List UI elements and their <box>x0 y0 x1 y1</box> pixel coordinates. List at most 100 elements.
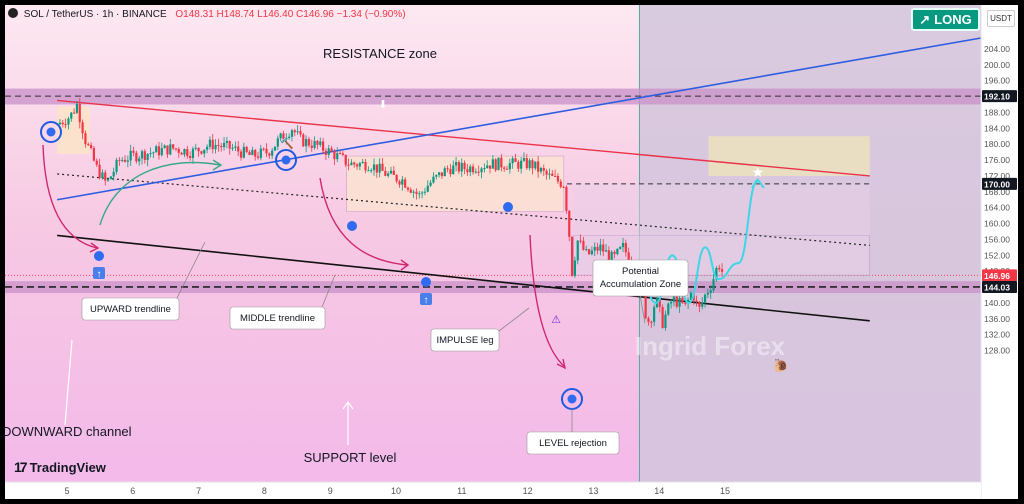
candle-body <box>321 141 325 151</box>
candle-body <box>364 161 367 171</box>
candle-body <box>330 148 333 152</box>
candle-body <box>421 192 424 194</box>
price-axis[interactable] <box>981 5 1018 499</box>
candle-body <box>152 152 155 154</box>
price-tick: 200.00 <box>984 60 1010 70</box>
long-button[interactable]: ↗ LONG <box>911 8 980 31</box>
swing-dot-4 <box>503 202 513 212</box>
pivot-circle-1 <box>40 121 62 143</box>
resistance-trendline <box>57 99 870 177</box>
candle-body <box>353 162 356 165</box>
price-label-146.96: 146.96 <box>984 271 1010 281</box>
time-tick: 13 <box>588 486 598 496</box>
candle-body <box>254 149 257 157</box>
support-level-label: SUPPORT level <box>304 450 397 465</box>
candle-body <box>239 151 243 158</box>
candle-body <box>661 307 664 328</box>
level-rejection-callout-box <box>526 431 620 455</box>
candle-body <box>720 269 724 272</box>
candle-body <box>565 187 568 211</box>
candle-body <box>423 191 427 193</box>
time-axis[interactable] <box>5 482 981 499</box>
candle-body <box>205 146 209 150</box>
candle-body <box>712 279 715 291</box>
price-tick: 188.00 <box>984 107 1010 117</box>
pivot-dot-2 <box>281 155 291 165</box>
candle-body <box>341 153 344 155</box>
arrowhead-drop-3 <box>556 358 567 370</box>
tradingview-logo[interactable]: 17 TradingView <box>14 459 106 475</box>
candle-body <box>500 157 503 168</box>
candle-body <box>684 302 687 304</box>
currency-label[interactable]: USDT <box>987 10 1015 27</box>
candle-body <box>163 145 166 149</box>
candle-body <box>703 294 707 303</box>
candle-body <box>457 162 461 172</box>
accumulation-callout-box <box>592 259 689 297</box>
candle-body <box>123 159 127 162</box>
candle-body <box>220 146 223 148</box>
candle-body <box>285 137 288 140</box>
candle-body <box>389 170 393 174</box>
candle-body <box>245 146 248 152</box>
candle-body <box>681 297 684 303</box>
candle-body <box>610 251 613 261</box>
long-button-label: LONG <box>934 12 972 27</box>
candle-body <box>582 240 585 250</box>
candle-body <box>440 172 444 177</box>
candle-body <box>621 242 625 247</box>
candle-body <box>180 152 183 155</box>
price-label-170.00: 170.00 <box>984 179 1010 189</box>
impulse-leg-callout-text: IMPULSE leg <box>436 335 493 346</box>
candle-body <box>435 175 438 177</box>
candle-body <box>87 144 90 146</box>
hammer-icon: 🔨 <box>280 137 294 150</box>
candle-body <box>534 161 537 169</box>
time-tick: 7 <box>196 486 201 496</box>
candle-body <box>73 112 76 114</box>
candle-body <box>361 161 364 164</box>
tradingview-icon: 17 <box>14 459 28 475</box>
buy-signal-2[interactable] <box>420 293 432 305</box>
arrow-up-right-icon: ↗ <box>919 11 931 27</box>
candle-body <box>231 147 234 149</box>
candle-body <box>217 144 220 147</box>
candle-body <box>256 156 260 158</box>
candle-body <box>81 122 84 134</box>
candle-body <box>497 157 500 171</box>
time-tick: 10 <box>391 486 401 496</box>
accumulation-callout-pointer <box>639 294 646 324</box>
candle-body <box>698 301 701 307</box>
candle-body <box>319 141 322 145</box>
candle-body <box>675 296 678 307</box>
candle-body <box>214 144 217 150</box>
chart-canvas[interactable]: ★ ↑ ↑ ⬇ 🔨 ⚠ 🐌Ingrid Forex UPWARD trendline MIDDL… <box>5 5 1018 499</box>
candle-body <box>384 170 387 176</box>
candle-body <box>562 186 565 188</box>
trading-chart[interactable]: ★ ↑ ↑ ⬇ 🔨 ⚠ 🐌 Ingrid Forex UPWARD trendline MIDDL… <box>5 5 1018 499</box>
target-star-icon: ★ <box>752 164 765 180</box>
symbol-title[interactable]: SOL / TetherUS · 1h · BINANCE <box>23 9 167 20</box>
candle-body <box>551 173 554 176</box>
candle-body <box>624 242 627 253</box>
price-tick: 164.00 <box>984 203 1010 213</box>
candle-body <box>432 176 435 183</box>
price-tick: 172.00 <box>984 171 1010 181</box>
candle-body <box>443 168 446 177</box>
buy-signal-1[interactable] <box>93 267 105 279</box>
candle-body <box>387 173 390 176</box>
candle-body <box>556 176 560 182</box>
candle-body <box>189 156 192 158</box>
candle-body <box>115 159 118 172</box>
candle-body <box>695 300 698 302</box>
candle-body <box>336 153 339 160</box>
candle-body <box>667 303 670 315</box>
price-tick: 140.00 <box>984 298 1010 308</box>
impulse-leg-callout-pointer <box>498 307 530 332</box>
candle-body <box>528 160 531 169</box>
candle-body <box>647 318 650 322</box>
candle-body <box>191 148 195 158</box>
candle-body <box>296 131 299 133</box>
candle-body <box>313 140 316 148</box>
